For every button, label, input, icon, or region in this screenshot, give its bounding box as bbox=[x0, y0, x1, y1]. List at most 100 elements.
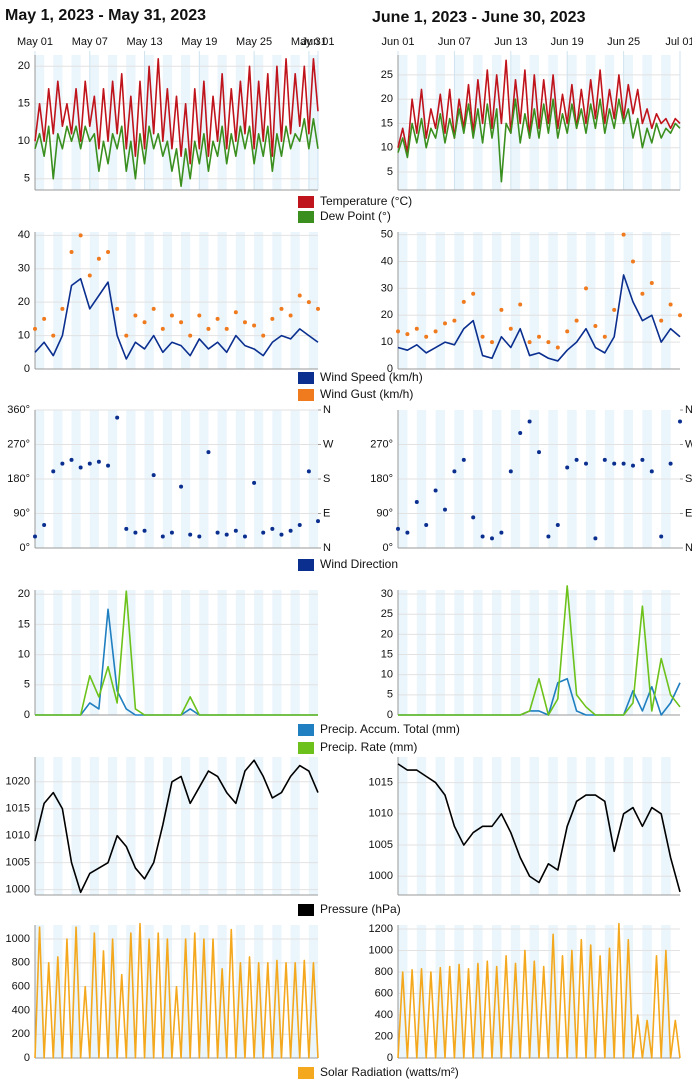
day-stripe bbox=[567, 232, 577, 369]
scatter-point bbox=[197, 534, 202, 539]
scatter-point bbox=[414, 500, 419, 504]
y-tick-label: 30 bbox=[381, 282, 393, 294]
day-stripe bbox=[126, 232, 136, 369]
day-stripe bbox=[604, 232, 615, 369]
gust-dot bbox=[306, 300, 311, 305]
gust-dot bbox=[621, 232, 626, 237]
chart-title: May 1, 2023 - May 31, 2023 bbox=[5, 7, 206, 24]
scatter-point bbox=[612, 461, 617, 466]
day-stripe bbox=[548, 55, 558, 190]
day-stripe bbox=[272, 590, 282, 715]
day-stripe bbox=[71, 757, 81, 895]
gust-dot bbox=[142, 320, 147, 325]
scatter-point bbox=[584, 461, 588, 466]
day-stripe bbox=[492, 55, 502, 190]
day-stripe bbox=[181, 757, 191, 895]
day-stripe bbox=[567, 757, 577, 895]
scatter-point bbox=[537, 450, 541, 455]
day-stripe bbox=[510, 590, 521, 715]
day-stripe bbox=[162, 55, 172, 190]
day-stripe bbox=[71, 925, 81, 1058]
scatter-point bbox=[527, 419, 532, 424]
scatter-point bbox=[233, 528, 238, 533]
scatter-point bbox=[252, 480, 257, 485]
day-stripe bbox=[586, 590, 596, 715]
day-stripe bbox=[235, 925, 245, 1058]
day-stripe bbox=[272, 232, 282, 369]
day-stripe bbox=[567, 55, 577, 190]
x-tick-label: May 13 bbox=[127, 36, 163, 48]
scatter-point bbox=[279, 532, 284, 537]
legend-label: Solar Radiation (watts/m²) bbox=[320, 1065, 459, 1079]
gust-dot bbox=[69, 250, 74, 255]
y2-tick-label: E bbox=[685, 507, 692, 519]
y-tick-label: 270° bbox=[7, 438, 30, 450]
scatter-point bbox=[142, 528, 147, 533]
gust-dot bbox=[508, 326, 513, 331]
gust-dot bbox=[252, 323, 257, 328]
gust-dot bbox=[233, 310, 238, 315]
y-tick-label: 15 bbox=[18, 618, 30, 630]
y2-tick-label: S bbox=[323, 473, 330, 485]
y-tick-label: 5 bbox=[387, 166, 393, 178]
y-tick-label: 800 bbox=[12, 957, 30, 969]
y2-tick-label: N bbox=[685, 404, 692, 416]
day-stripe bbox=[181, 925, 191, 1058]
day-stripe bbox=[548, 757, 558, 895]
scatter-point bbox=[151, 473, 156, 478]
y-tick-label: 30 bbox=[381, 588, 393, 600]
scatter-point bbox=[678, 419, 682, 424]
scatter-point bbox=[42, 523, 47, 527]
day-stripe bbox=[661, 590, 671, 715]
day-stripe bbox=[567, 590, 577, 715]
gust-dot bbox=[33, 326, 37, 331]
day-stripe bbox=[623, 757, 633, 895]
day-stripe bbox=[290, 925, 300, 1058]
scatter-point bbox=[480, 534, 485, 539]
y2-tick-label: N bbox=[685, 542, 692, 554]
y-tick-label: 25 bbox=[381, 69, 393, 81]
scatter-point bbox=[649, 469, 654, 474]
gust-dot bbox=[197, 313, 202, 318]
day-stripe bbox=[290, 232, 300, 369]
day-stripe bbox=[492, 232, 502, 369]
day-stripe bbox=[272, 55, 282, 190]
gust-dot bbox=[188, 333, 193, 338]
y-tick-label: 5 bbox=[387, 689, 393, 701]
series-line bbox=[34, 57, 319, 165]
scatter-point bbox=[508, 469, 513, 474]
legend-swatch bbox=[298, 742, 314, 754]
day-stripe bbox=[89, 590, 99, 715]
gust-dot bbox=[537, 334, 541, 339]
scatter-point bbox=[424, 523, 429, 527]
scatter-point bbox=[124, 526, 129, 531]
legend-swatch bbox=[298, 724, 314, 736]
x-tick-label: May 07 bbox=[72, 36, 108, 48]
day-stripe bbox=[254, 757, 264, 895]
day-stripe bbox=[162, 757, 172, 895]
day-stripe bbox=[454, 55, 464, 190]
y-tick-label: 1005 bbox=[6, 857, 30, 869]
scatter-point bbox=[106, 463, 111, 468]
scatter-point bbox=[169, 530, 174, 535]
y-tick-label: 20 bbox=[18, 588, 30, 600]
day-stripe bbox=[217, 590, 227, 715]
y-tick-label: 600 bbox=[375, 987, 393, 999]
gust-dot bbox=[115, 306, 120, 311]
day-stripe bbox=[529, 232, 539, 369]
gust-dot bbox=[461, 299, 466, 304]
gust-dot bbox=[106, 250, 111, 255]
y-tick-label: 180° bbox=[370, 473, 393, 485]
scatter-point bbox=[69, 457, 74, 462]
day-stripe bbox=[492, 590, 502, 715]
gust-dot bbox=[678, 313, 682, 318]
day-stripe bbox=[416, 757, 427, 895]
day-stripe bbox=[89, 55, 99, 190]
gust-dot bbox=[518, 302, 523, 307]
day-stripe bbox=[661, 925, 671, 1058]
y-tick-label: 270° bbox=[370, 438, 393, 450]
scatter-point bbox=[133, 530, 138, 535]
day-stripe bbox=[254, 55, 264, 190]
y-tick-label: 5 bbox=[24, 679, 30, 691]
scatter-point bbox=[490, 536, 494, 541]
